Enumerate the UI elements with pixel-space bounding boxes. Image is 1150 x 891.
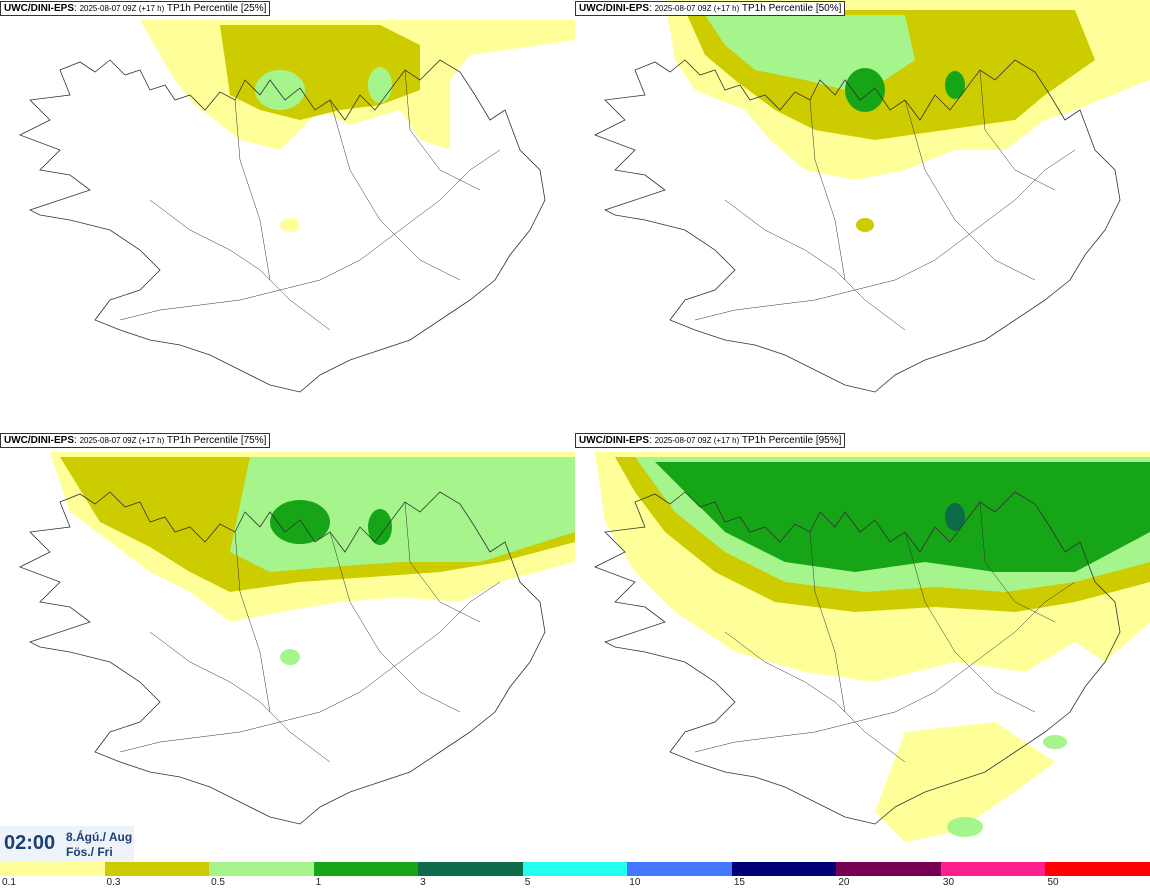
map-50-svg [594, 0, 1150, 393]
legend-swatch [627, 862, 732, 876]
map-panel-95: UWC/DINI-EPS: 2025-08-07 09Z (+17 h) TP1… [575, 432, 1150, 864]
legend-swatch [0, 862, 105, 876]
legend-swatch [522, 862, 628, 876]
run-label: 2025-08-07 09Z (+17 h) [79, 436, 165, 445]
legend-swatch [1045, 862, 1150, 876]
legend-swatch [104, 862, 210, 876]
valid-date-line2: Fös./ Fri [66, 845, 113, 859]
valid-time-box: 02:00 8.Ágú./ Aug Fös./ Fri [0, 826, 134, 862]
valid-date-line1: 8.Ágú./ Aug [66, 830, 133, 844]
panel-title: UWC/DINI-EPS: 2025-08-07 09Z (+17 h) TP1… [0, 433, 271, 448]
valid-time: 02:00 [4, 832, 56, 854]
run-label: 2025-08-07 09Z (+17 h) [79, 4, 165, 13]
panel-title: UWC/DINI-EPS: 2025-08-07 09Z (+17 h) TP1… [0, 1, 271, 16]
model-label: UWC/DINI-EPS [4, 435, 74, 446]
legend-swatch [836, 862, 941, 876]
legend-label: 0.5 [211, 877, 225, 888]
map-95-svg [594, 452, 1150, 842]
model-label: UWC/DINI-EPS [579, 435, 649, 446]
valid-date: 8.Ágú./ Aug Fös./ Fri [66, 830, 132, 860]
legend-label: 0.1 [2, 877, 16, 888]
panel-title: UWC/DINI-EPS: 2025-08-07 09Z (+17 h) TP1… [575, 1, 846, 16]
map-panel-25: UWC/DINI-EPS: 2025-08-07 09Z (+17 h) TP1… [0, 0, 575, 432]
legend-label: 30 [942, 877, 955, 888]
field-label: TP1h Percentile [95%] [741, 435, 842, 446]
map-25-svg [19, 20, 575, 393]
legend-label: 5 [524, 877, 531, 888]
color-legend [0, 862, 1150, 876]
map-75-svg [19, 452, 575, 825]
field-label: TP1h Percentile [75%] [166, 435, 267, 446]
legend-swatch [313, 862, 419, 876]
legend-label: 20 [838, 877, 850, 888]
run-label: 2025-08-07 09Z (+17 h) [654, 4, 740, 13]
model-label: UWC/DINI-EPS [4, 3, 74, 14]
legend-label: 15 [733, 877, 745, 888]
field-label: TP1h Percentile [25%] [166, 3, 267, 14]
legend-label: 10 [629, 877, 641, 888]
legend-label: 1 [315, 877, 322, 888]
panel-title: UWC/DINI-EPS: 2025-08-07 09Z (+17 h) TP1… [575, 433, 846, 448]
map-panel-75: UWC/DINI-EPS: 2025-08-07 09Z (+17 h) TP1… [0, 432, 575, 864]
run-label: 2025-08-07 09Z (+17 h) [654, 436, 740, 445]
legend-swatch [209, 862, 314, 876]
legend-swatch [418, 862, 523, 876]
legend-labels: 0.1 0.3 0.5 1 3 5 10 15 20 30 50 [0, 877, 1150, 891]
map-panel-50: UWC/DINI-EPS: 2025-08-07 09Z (+17 h) TP1… [575, 0, 1150, 432]
legend-label: 3 [420, 877, 426, 888]
legend-label: 50 [1047, 877, 1059, 888]
legend-label: 0.3 [106, 877, 121, 888]
legend-swatch [940, 862, 1046, 876]
field-label: TP1h Percentile [50%] [741, 3, 842, 14]
legend-swatch [731, 862, 837, 876]
model-label: UWC/DINI-EPS [579, 3, 649, 14]
